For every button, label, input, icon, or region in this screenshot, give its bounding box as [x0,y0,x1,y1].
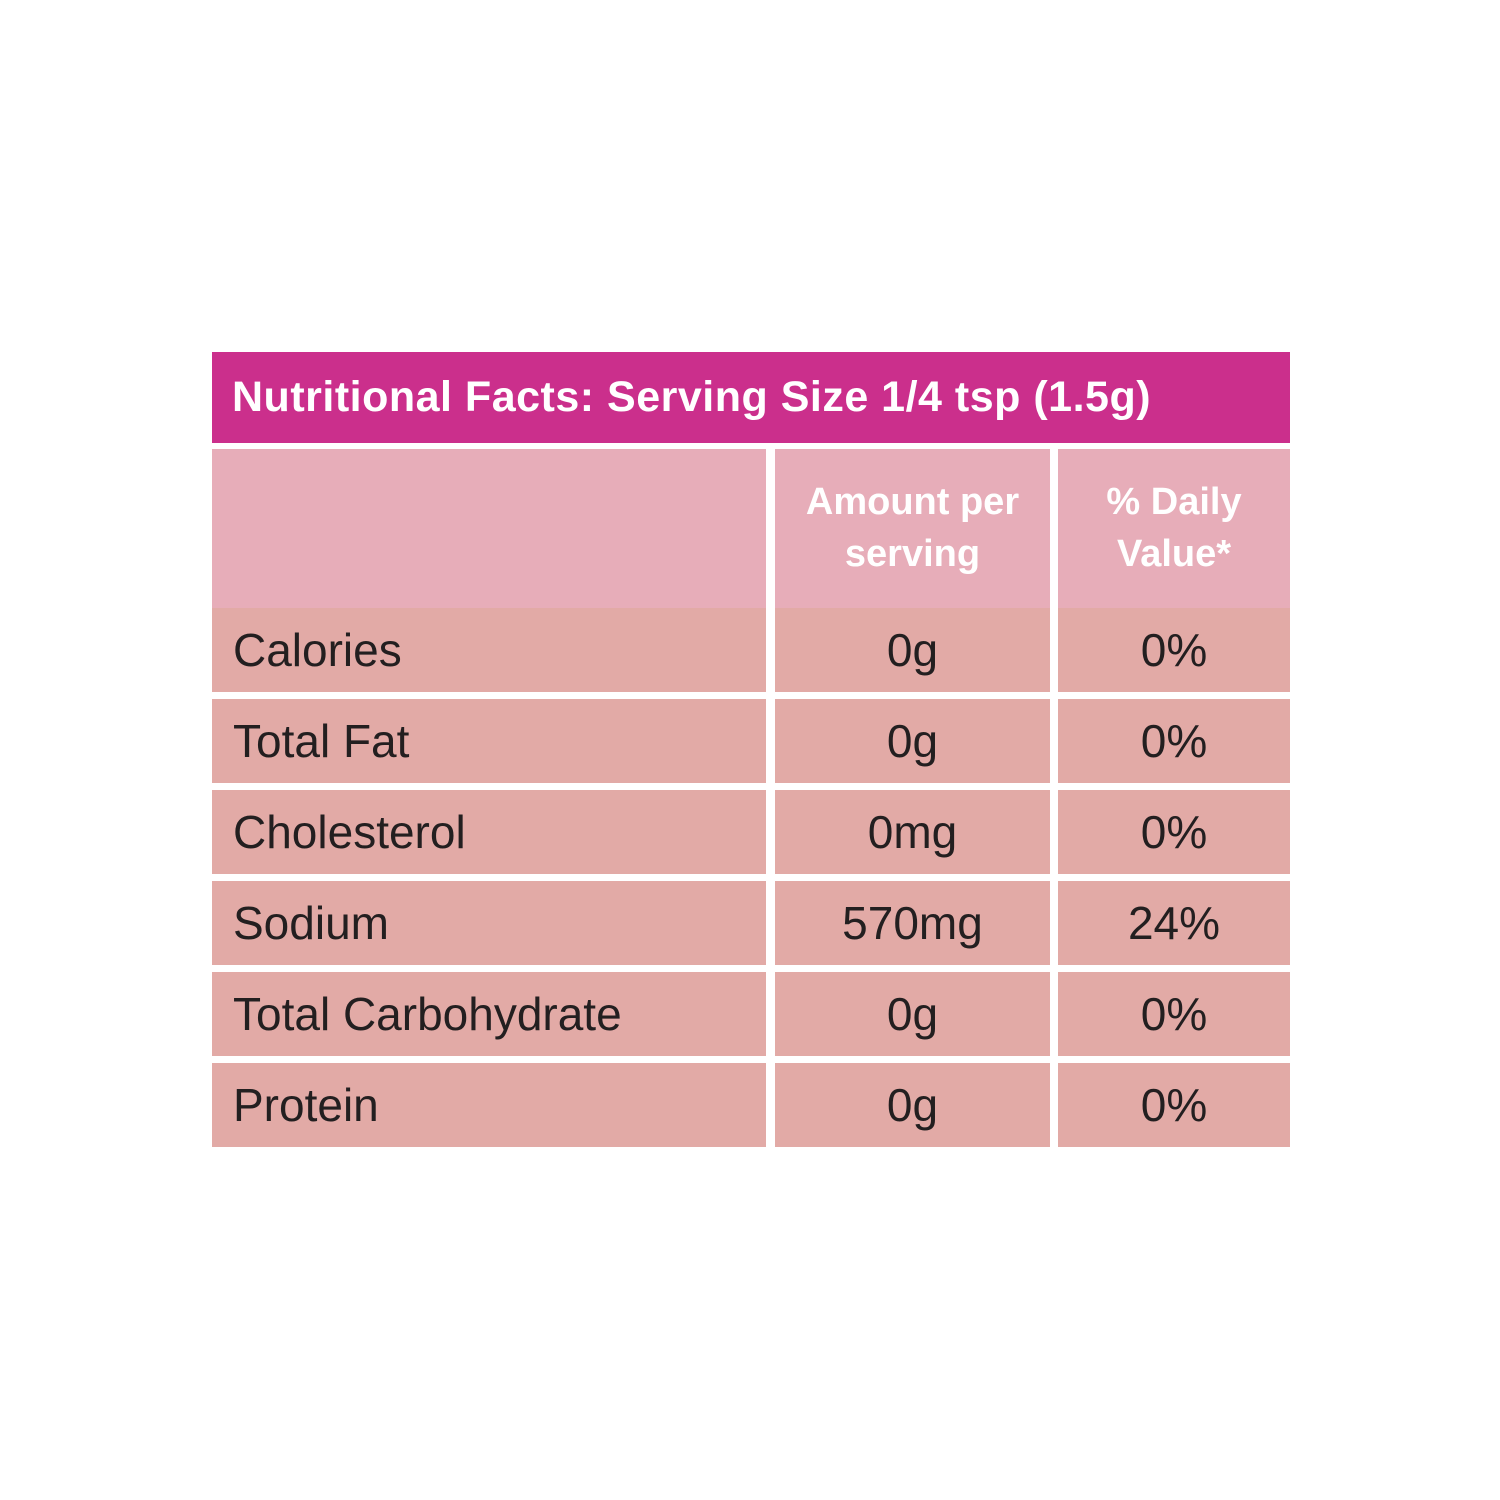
nutrient-name-cell: Total Fat [212,699,766,783]
table-row-protein: Protein 0g 0% [212,1063,1290,1147]
daily-value-cell: 0% [1058,608,1290,692]
label-title: Nutritional Facts: Serving Size 1/4 tsp … [232,373,1152,421]
table-row-sodium: Sodium 570mg 24% [212,881,1290,965]
nutrient-name-cell: Total Carbohydrate [212,972,766,1056]
nutrient-name-cell: Sodium [212,881,766,965]
daily-value-header-label: % Daily Value* [1106,481,1242,575]
table-row-calories: Calories 0g 0% [212,608,1290,692]
daily-value-cell: 0% [1058,972,1290,1056]
nutrient-name-cell: Cholesterol [212,790,766,874]
daily-value-header-cell: % Daily Value* [1058,449,1290,608]
column-header-row: Amount per serving % Daily Value* [212,449,1290,608]
daily-value-cell: 0% [1058,790,1290,874]
amount-cell: 0mg [775,790,1050,874]
amount-header-cell: Amount per serving [775,449,1050,608]
daily-value-cell: 0% [1058,699,1290,783]
amount-cell: 0g [775,699,1050,783]
amount-header-label: Amount per serving [805,481,1020,575]
amount-cell: 0g [775,1063,1050,1147]
nutrient-name-cell: Protein [212,1063,766,1147]
nutrient-header-cell [212,449,766,608]
table-row-total-carbohydrate: Total Carbohydrate 0g 0% [212,972,1290,1056]
table-row-cholesterol: Cholesterol 0mg 0% [212,790,1290,874]
daily-value-cell: 24% [1058,881,1290,965]
daily-value-cell: 0% [1058,1063,1290,1147]
nutrition-facts-table: Nutritional Facts: Serving Size 1/4 tsp … [212,352,1290,1147]
amount-cell: 0g [775,972,1050,1056]
table-row-total-fat: Total Fat 0g 0% [212,699,1290,783]
amount-cell: 0g [775,608,1050,692]
title-bar: Nutritional Facts: Serving Size 1/4 tsp … [212,352,1290,443]
nutrient-name-cell: Calories [212,608,766,692]
amount-cell: 570mg [775,881,1050,965]
